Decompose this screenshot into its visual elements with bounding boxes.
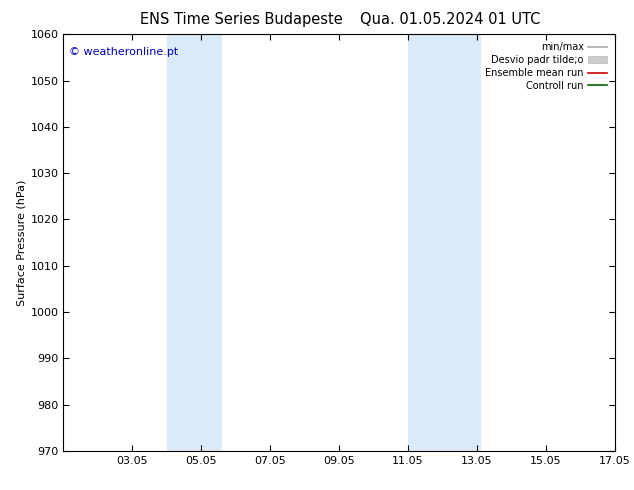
Bar [167,34,222,451]
Text: Qua. 01.05.2024 01 UTC: Qua. 01.05.2024 01 UTC [360,12,540,27]
Text: © weatheronline.pt: © weatheronline.pt [69,47,178,57]
Bar [408,34,481,451]
Legend: min/max, Desvio padr tilde;o, Ensemble mean run, Controll run: min/max, Desvio padr tilde;o, Ensemble m… [482,39,610,94]
Text: ENS Time Series Budapeste: ENS Time Series Budapeste [139,12,342,27]
Y-axis label: Surface Pressure (hPa): Surface Pressure (hPa) [16,179,26,306]
